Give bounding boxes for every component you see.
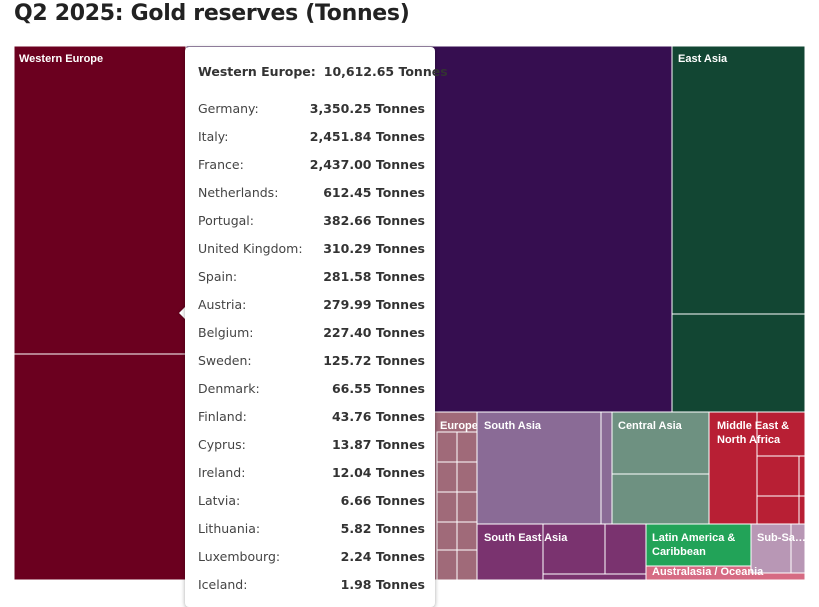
tooltip-country-name: Austria: <box>198 296 247 312</box>
tooltip-country-name: Iceland: <box>198 576 248 592</box>
tooltip-country-value: 310.29 Tonnes <box>323 240 425 256</box>
tooltip-country-value: 612.45 Tonnes <box>323 184 425 200</box>
tooltip-row-denmark: Denmark: 66.55 Tonnes <box>198 380 425 396</box>
tooltip-row-finland: Finland: 43.76 Tonnes <box>198 408 425 424</box>
tooltip-pointer <box>179 306 186 320</box>
treemap-cell-europe-5[interactable] <box>456 491 478 523</box>
tooltip-row-belgium: Belgium: 227.40 Tonnes <box>198 324 425 340</box>
tile-label-australasia-oceania: Australasia / Oceania <box>652 566 764 578</box>
tooltip-row-ireland: Ireland: 12.04 Tonnes <box>198 464 425 480</box>
treemap-tile-east-asia-4[interactable] <box>671 313 806 413</box>
tooltip-country-value: 125.72 Tonnes <box>323 352 425 368</box>
tooltip-country-value: 227.40 Tonnes <box>323 324 425 340</box>
tooltip-country-name: Spain: <box>198 268 238 284</box>
tooltip-header: Western Europe: 10,612.65 Tonnes <box>198 64 448 79</box>
tile-label-western-europe: Western Europe <box>19 53 103 65</box>
treemap-cell-south-east-asia-22[interactable] <box>604 523 647 575</box>
tile-label-central-asia: Central Asia <box>618 420 683 432</box>
treemap-cell-south-east-asia-23[interactable] <box>542 573 647 581</box>
tooltip-country-value: 1.98 Tonnes <box>340 576 425 592</box>
tooltip-country-name: Denmark: <box>198 380 260 396</box>
tooltip-country-name: Finland: <box>198 408 247 424</box>
tooltip-country-name: Latvia: <box>198 492 241 508</box>
treemap-cell-central-asia-13[interactable] <box>611 473 710 525</box>
tooltip-country-name: Sweden: <box>198 352 252 368</box>
treemap-cell-middle-east-north-africa-17[interactable] <box>798 455 806 497</box>
tile-label-sub-sa: Sub-Sa… <box>757 532 806 544</box>
tooltip-row-iceland: Iceland: 1.98 Tonnes <box>198 576 425 592</box>
treemap-cell-europe-7[interactable] <box>456 521 478 551</box>
tooltip-country-value: 66.55 Tonnes <box>331 380 425 396</box>
tooltip-region-name: Western Europe <box>198 64 311 79</box>
treemap-tile-east-asia-3[interactable] <box>671 45 806 315</box>
tooltip-row-spain: Spain: 281.58 Tonnes <box>198 268 425 284</box>
tooltip-country-name: Italy: <box>198 128 229 144</box>
treemap-cell-middle-east-north-africa-18[interactable] <box>756 495 800 525</box>
chart-title: Q2 2025: Gold reserves (Tonnes) <box>14 1 410 26</box>
tooltip-country-name: Cyprus: <box>198 436 246 452</box>
treemap-tile-western-europe-1[interactable] <box>13 353 187 581</box>
treemap-cell-europe-8[interactable] <box>436 549 458 581</box>
tooltip-country-name: Luxembourg: <box>198 548 281 564</box>
tooltip-row-sweden: Sweden: 125.72 Tonnes <box>198 352 425 368</box>
tooltip-country-value: 382.66 Tonnes <box>323 212 425 228</box>
treemap-cell-europe-6[interactable] <box>436 521 458 551</box>
tooltip-country-name: United Kingdom: <box>198 240 303 256</box>
tile-label-europe: Europe <box>440 420 478 432</box>
tile-label-east-asia: East Asia <box>678 53 728 65</box>
tooltip-row-austria: Austria: 279.99 Tonnes <box>198 296 425 312</box>
treemap-tile-western-europe-0[interactable] <box>13 45 187 355</box>
tile-label-south-east-asia: South East Asia <box>484 532 568 544</box>
treemap-cell-south-east-asia-21[interactable] <box>542 523 606 575</box>
treemap-cell-europe-9[interactable] <box>456 549 478 581</box>
tooltip-country-value: 43.76 Tonnes <box>331 408 425 424</box>
tooltip-country-value: 2,451.84 Tonnes <box>309 128 425 144</box>
tooltip-country-name: Germany: <box>198 100 259 116</box>
treemap-cell-sub-sa-24[interactable] <box>750 523 792 574</box>
treemap-cell-middle-east-north-africa-16[interactable] <box>756 455 800 497</box>
tooltip-row-lithuania: Lithuania: 5.82 Tonnes <box>198 520 425 536</box>
tooltip: Western Europe: 10,612.65 Tonnes Germany:… <box>185 47 448 607</box>
treemap-cell-europe-0[interactable] <box>436 431 458 463</box>
treemap-cell-europe-1[interactable] <box>456 431 478 463</box>
tooltip-row-luxembourg: Luxembourg: 2.24 Tonnes <box>198 548 425 564</box>
tooltip-row-france: France: 2,437.00 Tonnes <box>198 156 425 172</box>
tooltip-region-total: 10,612.65 Tonnes <box>323 64 448 79</box>
treemap-cell-middle-east-north-africa-19[interactable] <box>798 495 806 525</box>
treemap-cell-south-asia-11[interactable] <box>600 411 613 525</box>
tooltip-country-value: 5.82 Tonnes <box>340 520 425 536</box>
tooltip-row-portugal: Portugal: 382.66 Tonnes <box>198 212 425 228</box>
tile-label-middle-east-north-africa: Middle East & North Africa <box>717 420 789 446</box>
tooltip-row-cyprus: Cyprus: 13.87 Tonnes <box>198 436 425 452</box>
tooltip-country-value: 13.87 Tonnes <box>331 436 425 452</box>
tooltip-row-latvia: Latvia: 6.66 Tonnes <box>198 492 425 508</box>
tooltip-row-germany: Germany: 3,350.25 Tonnes <box>198 100 425 116</box>
tooltip-country-name: Belgium: <box>198 324 254 340</box>
tile-label-latin-america-caribbean: Latin America & Caribbean <box>652 532 735 558</box>
tooltip-row-netherlands: Netherlands: 612.45 Tonnes <box>198 184 425 200</box>
tooltip-row-italy: Italy: 2,451.84 Tonnes <box>198 128 425 144</box>
tooltip-country-value: 6.66 Tonnes <box>340 492 425 508</box>
tooltip-country-value: 3,350.25 Tonnes <box>309 100 425 116</box>
tooltip-country-value: 12.04 Tonnes <box>331 464 425 480</box>
treemap-cell-central-asia-12[interactable] <box>611 411 710 475</box>
tooltip-country-name: Portugal: <box>198 212 254 228</box>
treemap-cell-europe-3[interactable] <box>456 461 478 493</box>
tooltip-country-value: 2.24 Tonnes <box>340 548 425 564</box>
treemap-cell-sub-sa-25[interactable] <box>790 523 806 574</box>
treemap-cell-middle-east-north-africa-15[interactable] <box>756 411 806 457</box>
tile-label-south-asia: South Asia <box>484 420 542 432</box>
treemap-cell-middle-east-north-africa-14[interactable] <box>708 411 758 525</box>
tooltip-country-value: 281.58 Tonnes <box>323 268 425 284</box>
tooltip-country-name: France: <box>198 156 244 172</box>
treemap-cell-europe-4[interactable] <box>436 491 458 523</box>
treemap-cell-south-asia-10[interactable] <box>476 411 602 525</box>
tooltip-country-name: Lithuania: <box>198 520 261 536</box>
treemap-cell-europe-2[interactable] <box>436 461 458 493</box>
tooltip-row-united-kingdom: United Kingdom: 310.29 Tonnes <box>198 240 425 256</box>
tooltip-country-value: 279.99 Tonnes <box>323 296 425 312</box>
tooltip-country-value: 2,437.00 Tonnes <box>309 156 425 172</box>
tooltip-country-name: Netherlands: <box>198 184 279 200</box>
tooltip-country-name: Ireland: <box>198 464 246 480</box>
